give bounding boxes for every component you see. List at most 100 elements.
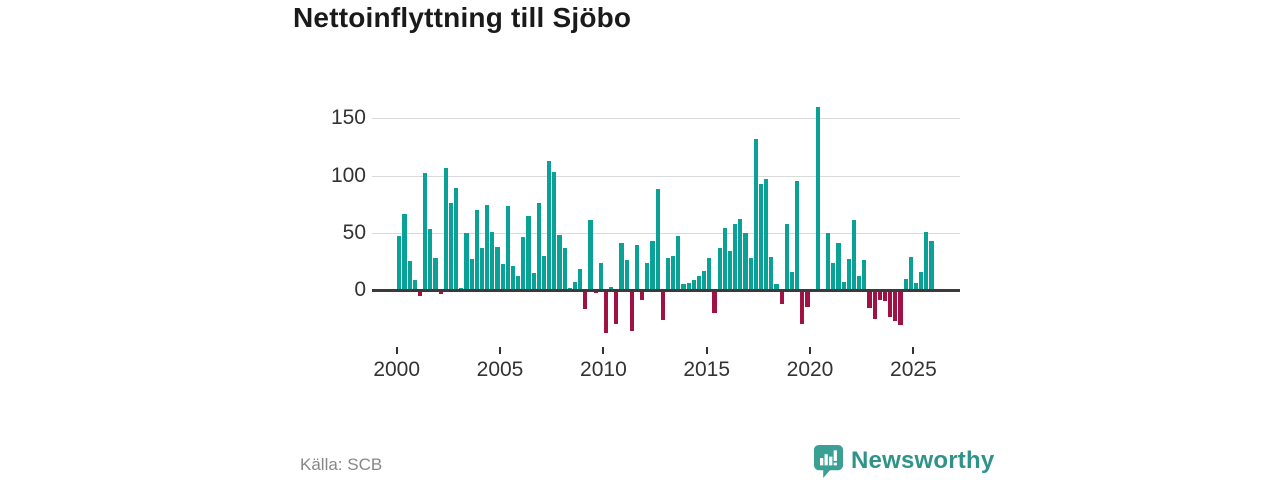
bar-q50 (655, 189, 660, 290)
bar-q9 (443, 167, 448, 290)
bar-q34 (572, 282, 578, 290)
bar-q94 (882, 291, 888, 302)
bar-q84 (831, 262, 836, 290)
bar-q37 (588, 220, 593, 290)
bar-q18 (490, 231, 495, 290)
gridline-y-100 (372, 175, 960, 177)
bar-q32 (562, 247, 567, 290)
bar-q52 (665, 257, 671, 290)
bar-q29 (547, 160, 552, 290)
bar-q102 (924, 231, 929, 290)
bar-q64 (727, 251, 733, 290)
bar-q87 (846, 259, 851, 290)
bar-q92 (872, 291, 877, 319)
bar-q97 (898, 291, 903, 326)
bar-q40 (603, 291, 609, 334)
bar-q28 (541, 255, 547, 290)
bar-q11 (454, 188, 459, 290)
bar-q13 (464, 232, 469, 290)
bar-q17 (485, 205, 490, 290)
bar-q14 (469, 259, 474, 290)
bar-q20 (500, 263, 505, 290)
bar-q59 (702, 270, 707, 290)
bar-q16 (479, 247, 485, 290)
bar-q58 (696, 276, 702, 290)
bar-q15 (474, 209, 479, 290)
bar-q75 (784, 223, 789, 290)
bar-q38 (593, 291, 598, 294)
bar-q25 (526, 215, 531, 290)
bar-q31 (557, 235, 562, 290)
y-axis-label-0: 0 (354, 278, 366, 301)
bar-q73 (774, 284, 779, 290)
bar-q21 (505, 206, 510, 290)
bar-q8 (438, 291, 443, 295)
bar-q96 (893, 291, 898, 321)
x-tick-2005 (499, 347, 501, 354)
bar-q61 (712, 291, 717, 313)
bar-q46 (634, 245, 640, 290)
bar-q65 (733, 223, 738, 290)
bar-q48 (645, 262, 650, 290)
bar-q41 (609, 286, 614, 290)
bar-q44 (624, 260, 629, 290)
bar-q47 (640, 291, 645, 301)
bar-q70 (758, 183, 764, 290)
x-axis-label-2020: 2020 (786, 358, 834, 381)
bar-q23 (516, 276, 521, 290)
bar-q26 (531, 272, 536, 290)
bar-q45 (629, 291, 634, 332)
bar-q10 (448, 203, 454, 290)
bar-q71 (764, 179, 769, 290)
bar-q66 (738, 219, 743, 290)
x-axis-label-2010: 2010 (580, 358, 627, 381)
bar-q35 (578, 269, 583, 290)
bar-q53 (671, 255, 676, 290)
bar-q42 (614, 291, 619, 325)
bar-q95 (888, 291, 893, 318)
x-tick-2020 (809, 347, 811, 354)
bar-q0 (397, 236, 402, 290)
bar-q1 (402, 214, 407, 290)
bar-q69 (753, 138, 758, 290)
bar-q5 (423, 173, 428, 290)
bar-q79 (805, 291, 810, 307)
bar-q85 (836, 243, 841, 290)
bar-q74 (779, 291, 784, 304)
bar-q68 (748, 257, 753, 290)
bar-q86 (841, 282, 846, 290)
bar-q3 (412, 279, 417, 290)
bar-q24 (521, 237, 526, 290)
bar-q89 (857, 276, 862, 290)
bar-q6 (428, 229, 433, 290)
gridline-y-150 (372, 118, 960, 120)
chart-title: Nettoinflyttning till Sjöbo (293, 2, 632, 33)
x-tick-2025 (912, 347, 915, 354)
bar-q101 (919, 271, 924, 290)
x-tick-2015 (705, 347, 708, 354)
y-axis-label-50: 50 (342, 220, 366, 244)
bar-q63 (722, 228, 727, 290)
source-caption: Källa: SCB (300, 455, 383, 474)
bar-q56 (686, 283, 691, 290)
bar-q49 (650, 240, 655, 290)
newsworthy-logo-icon (813, 444, 844, 478)
bar-q81 (815, 106, 820, 290)
x-axis-label-2000: 2000 (373, 358, 421, 381)
bar-q57 (691, 279, 696, 290)
x-axis-label-2005: 2005 (476, 358, 524, 381)
newsworthy-brand[interactable]: Newsworthy (813, 444, 994, 478)
bar-q36 (583, 291, 588, 310)
bar-q100 (913, 283, 919, 290)
bar-q99 (908, 256, 913, 290)
bar-q77 (795, 181, 800, 290)
bar-q93 (877, 291, 882, 301)
bar-q27 (536, 203, 541, 290)
bar-q103 (929, 240, 934, 290)
bar-q62 (717, 247, 722, 290)
bar-q30 (552, 172, 557, 290)
x-axis-line (372, 288, 960, 292)
bar-q19 (495, 246, 500, 290)
bar-q54 (676, 236, 681, 290)
